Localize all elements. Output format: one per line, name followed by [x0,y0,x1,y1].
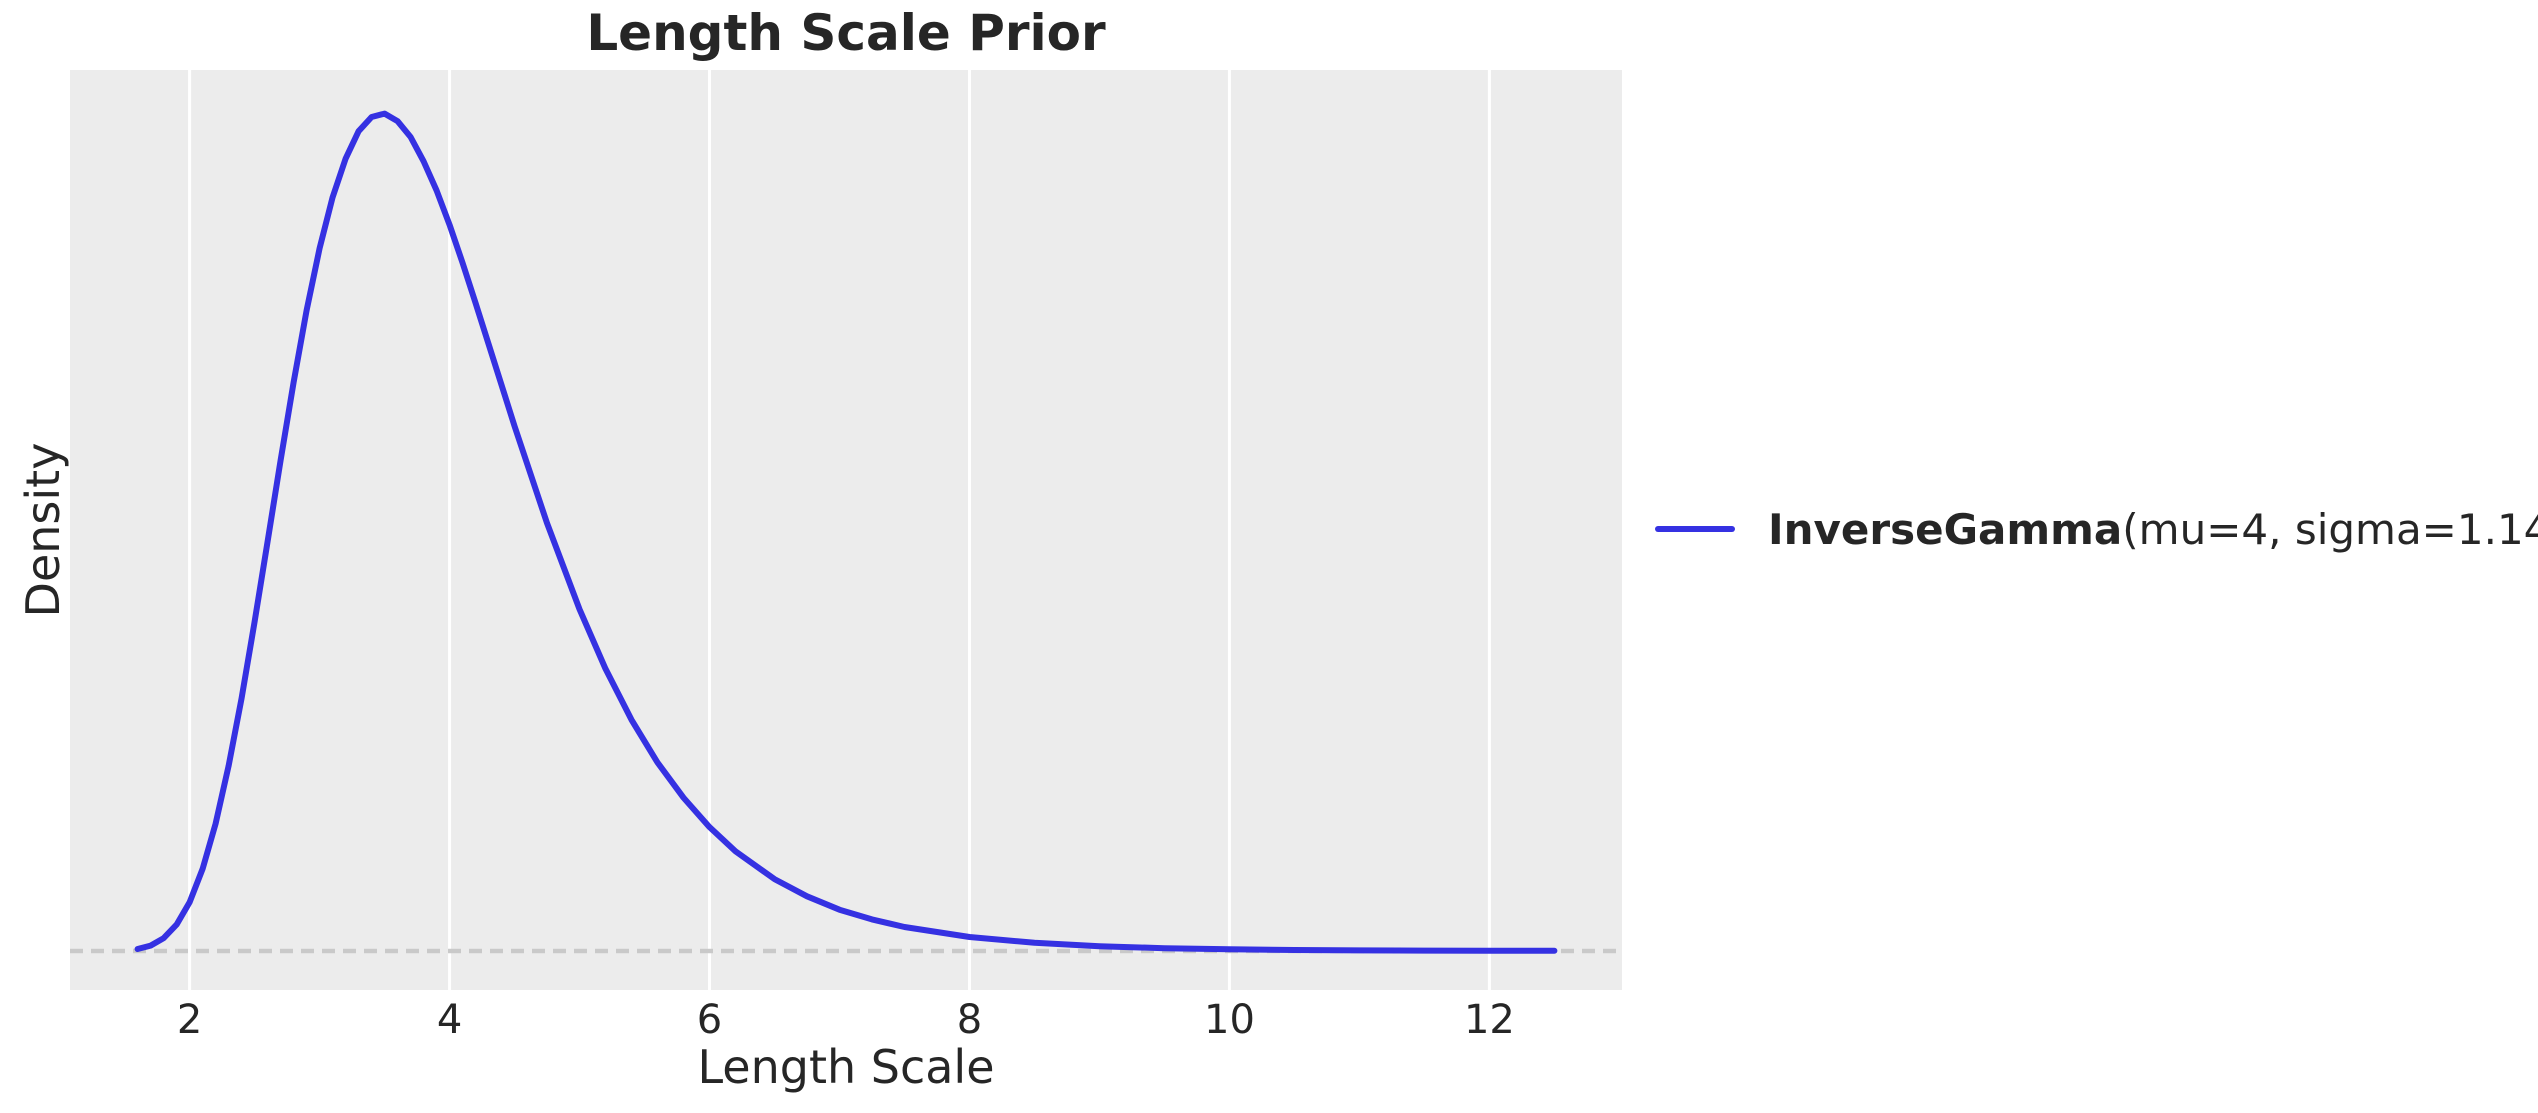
x-tick-label: 4 [436,997,463,1043]
legend-label-params: (mu=4, sigma=1.14) [2122,504,2538,554]
y-axis-label: Density [16,442,70,618]
x-tick-label: 6 [696,997,723,1043]
legend: InverseGamma(mu=4, sigma=1.14) [1655,500,2538,558]
x-tick-label: 12 [1463,997,1515,1043]
x-axis-label: Length Scale [697,1040,995,1094]
plot-area [70,70,1622,990]
density-curve [134,110,1558,954]
x-tick-label: 8 [956,997,983,1043]
legend-line-swatch [1655,526,1735,532]
legend-label: InverseGamma(mu=4, sigma=1.14) [1768,505,2538,554]
x-tick-label: 10 [1204,997,1255,1043]
x-tick-label: 2 [176,997,203,1043]
chart-title: Length Scale Prior [586,4,1106,62]
legend-label-distribution: InverseGamma [1768,504,2123,554]
